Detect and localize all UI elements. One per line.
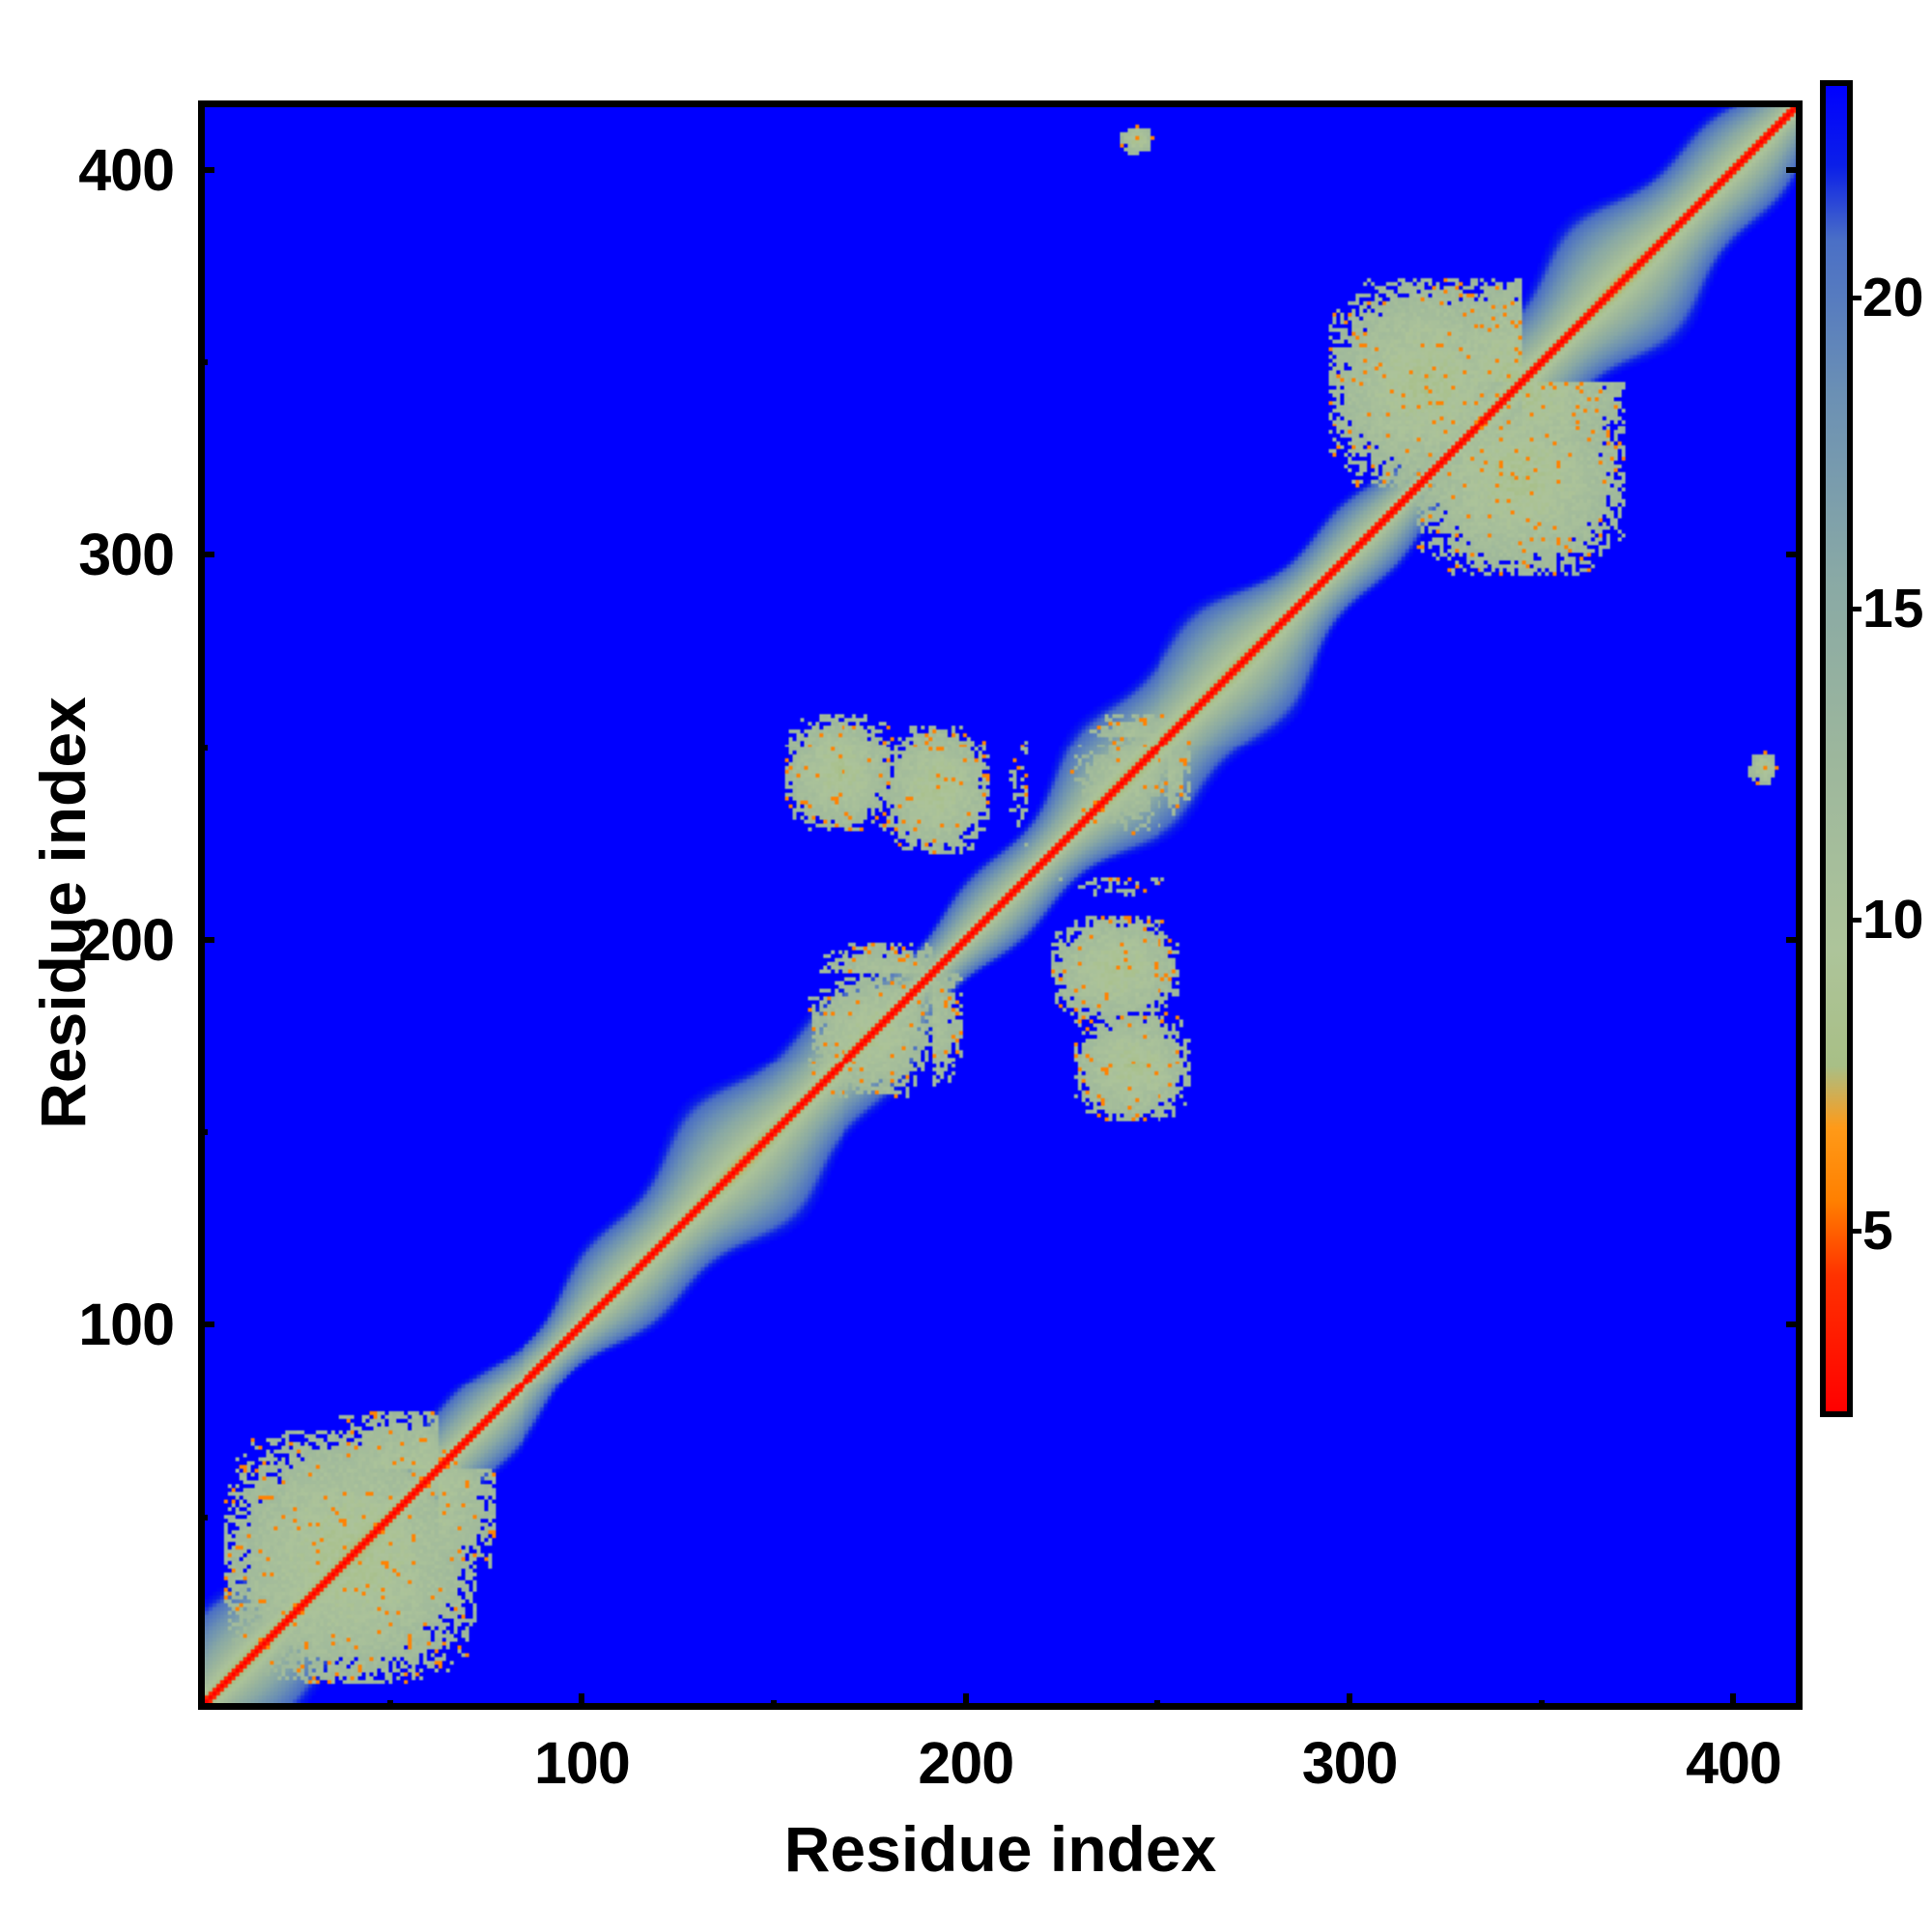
x-minor-tick-mark bbox=[386, 1700, 393, 1710]
x-minor-tick-mark bbox=[1154, 1700, 1161, 1710]
colorbar-tick-mark bbox=[1847, 607, 1861, 612]
y-minor-tick-mark bbox=[198, 1514, 208, 1520]
y-tick-mark bbox=[198, 552, 214, 558]
colorbar-tick-label: 10 bbox=[1862, 889, 1924, 952]
colorbar-tick-mark bbox=[1847, 296, 1861, 301]
y-minor-tick-mark bbox=[198, 359, 208, 366]
colorbar-tick-label: 5 bbox=[1862, 1199, 1893, 1262]
y-minor-tick-mark bbox=[198, 1129, 208, 1136]
y-tick-mark-right bbox=[1786, 166, 1803, 173]
y-tick-mark-right bbox=[1786, 552, 1803, 558]
y-tick-label: 100 bbox=[78, 1292, 175, 1358]
x-tick-label: 300 bbox=[1301, 1730, 1399, 1796]
distance-map-panel[interactable] bbox=[198, 100, 1803, 1710]
y-tick-mark-right bbox=[1786, 1321, 1803, 1328]
colorbar-gradient bbox=[1826, 86, 1847, 1411]
y-tick-label: 400 bbox=[78, 136, 175, 203]
x-tick-mark bbox=[1347, 1693, 1353, 1710]
x-tick-label: 100 bbox=[533, 1730, 631, 1796]
y-axis-title: Residue index bbox=[27, 696, 99, 1129]
y-tick-mark bbox=[198, 1321, 214, 1328]
y-tick-label: 200 bbox=[78, 906, 175, 973]
y-minor-tick-mark bbox=[198, 744, 208, 751]
x-tick-mark bbox=[579, 1693, 585, 1710]
x-tick-mark bbox=[1730, 1693, 1737, 1710]
x-tick-label: 200 bbox=[918, 1730, 1014, 1796]
y-tick-mark bbox=[198, 936, 214, 943]
colorbar-tick-mark bbox=[1847, 918, 1861, 923]
distance-map-canvas bbox=[205, 107, 1796, 1703]
x-axis-title: Residue index bbox=[783, 1813, 1217, 1885]
x-minor-tick-mark bbox=[1538, 1700, 1545, 1710]
y-tick-label: 300 bbox=[78, 522, 175, 588]
colorbar[interactable] bbox=[1820, 80, 1853, 1417]
colorbar-tick-label: 20 bbox=[1862, 267, 1924, 329]
colorbar-tick-label: 15 bbox=[1862, 578, 1924, 640]
x-tick-mark bbox=[962, 1693, 969, 1710]
x-minor-tick-mark bbox=[771, 1700, 778, 1710]
y-tick-mark bbox=[198, 166, 214, 173]
x-tick-label: 400 bbox=[1686, 1730, 1782, 1796]
y-tick-mark-right bbox=[1786, 936, 1803, 943]
colorbar-tick-mark bbox=[1847, 1228, 1861, 1234]
